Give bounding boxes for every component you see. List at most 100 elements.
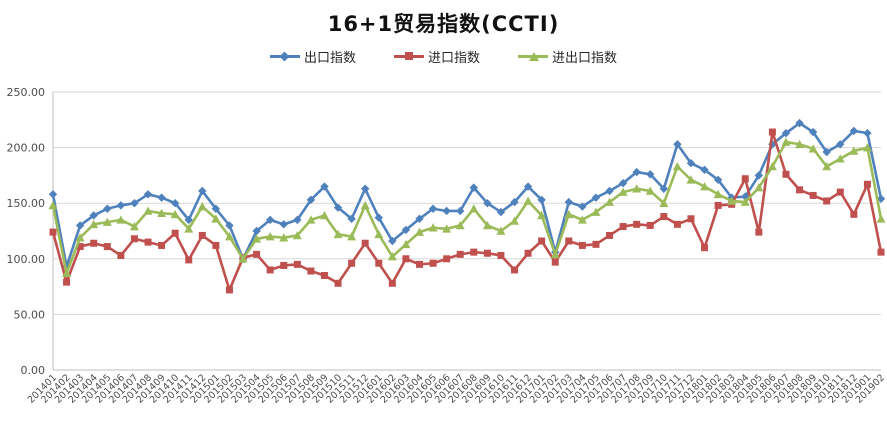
data-point-triangle — [632, 184, 642, 193]
data-point-square — [877, 248, 885, 256]
data-point-triangle — [170, 209, 180, 219]
data-point-diamond — [795, 118, 804, 128]
data-point-triangle — [414, 227, 424, 236]
data-point-triangle — [577, 215, 587, 224]
y-axis-tick-label: 200.00 — [7, 142, 46, 155]
data-point-square — [456, 250, 464, 258]
series-line-export-index — [51, 121, 883, 268]
data-point-triangle — [550, 249, 560, 259]
data-point-square — [348, 259, 356, 267]
data-point-square — [687, 215, 695, 223]
data-point-triangle — [849, 146, 859, 155]
data-point-square — [185, 256, 193, 264]
import-export-index-line-marker-icon — [518, 52, 548, 61]
data-point-square — [714, 201, 722, 209]
data-point-diamond — [768, 140, 777, 149]
data-point-square — [768, 128, 776, 136]
data-point-diamond — [469, 183, 478, 192]
data-point-diamond — [265, 215, 275, 225]
data-point-diamond — [686, 158, 696, 168]
data-point-square — [90, 239, 98, 247]
data-point-square — [198, 231, 206, 239]
data-point-triangle — [862, 143, 872, 152]
data-point-triangle — [333, 229, 343, 239]
y-axis-tick-label: 250.00 — [7, 86, 46, 99]
data-point-triangle — [740, 197, 750, 206]
data-point-square — [836, 188, 844, 196]
data-point-triangle — [496, 226, 506, 235]
data-point-square — [443, 255, 451, 263]
data-point-square — [76, 243, 84, 251]
data-point-triangle — [523, 196, 533, 205]
data-point-triangle — [184, 224, 194, 233]
data-point-triangle — [211, 214, 221, 223]
data-point-diamond — [157, 193, 166, 202]
export-index-line-marker-icon — [269, 51, 300, 62]
data-point-square — [388, 279, 396, 287]
data-point-triangle — [754, 183, 764, 192]
data-point-diamond — [89, 211, 98, 220]
data-point-triangle — [116, 215, 126, 224]
series-line-import-index — [51, 130, 883, 292]
data-point-square — [592, 240, 600, 248]
data-point-triangle — [767, 162, 777, 171]
data-point-triangle — [645, 186, 655, 195]
data-point-triangle — [252, 234, 262, 243]
data-point-triangle — [360, 200, 370, 210]
data-point-square — [103, 243, 111, 251]
legend-item-import-export-index: 进出口指数 — [518, 47, 617, 66]
data-point-diamond — [130, 199, 139, 208]
data-point-square — [293, 260, 301, 268]
data-point-square — [565, 237, 573, 245]
data-point-triangle — [686, 175, 696, 184]
data-point-diamond — [442, 206, 451, 216]
data-point-square — [320, 271, 328, 279]
data-point-square — [49, 228, 57, 236]
data-point-triangle — [618, 187, 628, 196]
y-axis-tick-label: 150.00 — [7, 197, 46, 210]
data-point-square — [755, 228, 763, 236]
legend-item-import-index: 进口指数 — [393, 47, 480, 66]
data-point-square — [606, 231, 614, 239]
data-point-diamond — [252, 226, 261, 236]
data-point-diamond — [578, 202, 587, 211]
data-point-diamond — [510, 197, 519, 207]
data-point-triangle — [75, 233, 85, 242]
data-point-square — [619, 223, 627, 231]
data-point-square — [633, 220, 641, 228]
data-point-diamond — [116, 201, 126, 210]
data-point-triangle — [319, 210, 329, 220]
data-point-square — [863, 180, 871, 188]
data-point-square — [741, 175, 749, 183]
data-point-diamond — [781, 128, 791, 138]
data-point-diamond — [306, 195, 316, 205]
y-axis-tick-label: 50.00 — [14, 308, 46, 321]
data-point-triangle — [292, 230, 302, 240]
data-point-triangle — [374, 229, 384, 239]
data-point-square — [511, 266, 519, 274]
y-axis-tick-label: 0.00 — [21, 364, 46, 377]
data-point-diamond — [564, 197, 574, 207]
data-point-triangle — [48, 200, 58, 210]
import-index-line-marker-icon — [393, 52, 424, 61]
y-axis-tick-label: 100.00 — [7, 253, 46, 266]
data-point-triangle — [659, 198, 669, 207]
data-point-diamond — [456, 206, 465, 216]
data-point-square — [253, 250, 261, 258]
data-point-triangle — [482, 220, 492, 230]
data-point-diamond — [523, 182, 533, 191]
data-point-diamond — [143, 190, 153, 199]
data-point-square — [225, 286, 233, 294]
data-point-square — [307, 267, 315, 275]
data-point-diamond — [360, 184, 370, 193]
data-point-diamond — [822, 147, 831, 157]
data-point-diamond — [700, 165, 709, 175]
data-point-square — [823, 197, 831, 205]
data-point-triangle — [591, 207, 601, 216]
data-point-square — [470, 248, 478, 256]
data-point-square — [538, 237, 546, 245]
data-point-diamond — [415, 214, 424, 223]
data-point-triangle — [564, 209, 574, 219]
